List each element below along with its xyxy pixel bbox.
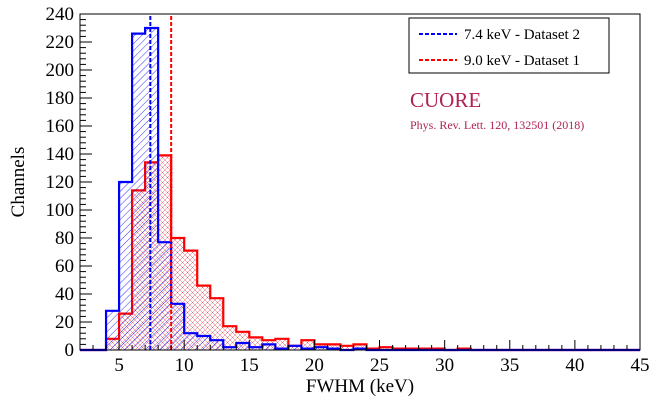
histogram-bin-dataset-1 <box>275 338 289 350</box>
histogram-bin-dataset-2 <box>223 347 237 350</box>
y-tick-label: 100 <box>46 200 75 221</box>
x-tick-label: 20 <box>305 355 324 376</box>
y-tick-label: 80 <box>55 228 74 249</box>
histogram-bin-dataset-2 <box>197 336 211 350</box>
y-tick-label: 40 <box>55 284 74 305</box>
histogram-bin-dataset-2 <box>145 28 159 350</box>
y-axis-title: Channels <box>8 147 29 218</box>
histogram-bin-dataset-2 <box>236 343 250 350</box>
histogram-bin-dataset-2 <box>119 182 133 350</box>
x-axis-title: FWHM (keV) <box>306 376 414 397</box>
histogram-bin-dataset-1 <box>184 250 198 350</box>
y-tick-label: 60 <box>55 256 74 277</box>
histogram-bin-dataset-1 <box>223 326 237 350</box>
histogram-bin-dataset-2 <box>249 347 263 350</box>
y-tick-label: 0 <box>65 340 75 361</box>
y-tick-label: 20 <box>55 312 74 333</box>
histogram-bin-dataset-2 <box>106 310 120 350</box>
legend-box <box>408 17 610 74</box>
axes: 5 10 15 20 25 30 35 40 45 0 20 40 60 80 100 120 140 160 18… <box>8 4 650 397</box>
histogram-bin-dataset-1 <box>301 340 315 350</box>
x-tick-label: 10 <box>175 355 194 376</box>
histogram-bin-dataset-2 <box>288 345 302 350</box>
legend-label-dataset-2: 7.4 keV - Dataset 2 <box>464 27 580 43</box>
histogram-bin-dataset-2 <box>210 340 224 350</box>
histogram-bin-dataset-2 <box>184 333 198 350</box>
legend-label-dataset-1: 9.0 keV - Dataset 1 <box>464 53 580 69</box>
x-tick-label: 5 <box>114 355 124 376</box>
reference-label: Phys. Rev. Lett. 120, 132501 (2018) <box>410 118 584 132</box>
histogram-bin-dataset-2 <box>132 33 146 350</box>
y-tick-label: 120 <box>46 172 75 193</box>
histogram-bin-dataset-2 <box>158 242 172 350</box>
y-tick-label: 240 <box>46 4 75 25</box>
x-tick-label: 45 <box>631 355 650 376</box>
histogram-bin-dataset-1 <box>353 344 367 350</box>
x-tick-label: 15 <box>240 355 259 376</box>
histogram-bin-dataset-2 <box>262 344 276 350</box>
histogram-bin-dataset-2 <box>171 303 185 350</box>
histogram-bin-dataset-1 <box>340 345 354 350</box>
histogram-bin-dataset-1 <box>379 347 393 350</box>
y-tick-label: 200 <box>46 60 75 81</box>
histogram-bin-dataset-2 <box>314 347 328 350</box>
histogram-bin-dataset-1 <box>327 344 341 350</box>
y-tick-label: 160 <box>46 116 75 137</box>
experiment-label: CUORE <box>410 88 481 112</box>
y-tick-label: 220 <box>46 32 75 53</box>
x-tick-label: 40 <box>565 355 584 376</box>
x-tick-label: 25 <box>370 355 389 376</box>
y-tick-label: 180 <box>46 88 75 109</box>
x-tick-label: 35 <box>500 355 519 376</box>
x-tick-label: 30 <box>435 355 454 376</box>
histogram-bin-dataset-1 <box>210 298 224 350</box>
histogram-bin-dataset-1 <box>197 285 211 350</box>
legend: 7.4 keV - Dataset 2 9.0 keV - Dataset 1 <box>408 17 610 74</box>
y-tick-label: 140 <box>46 144 75 165</box>
